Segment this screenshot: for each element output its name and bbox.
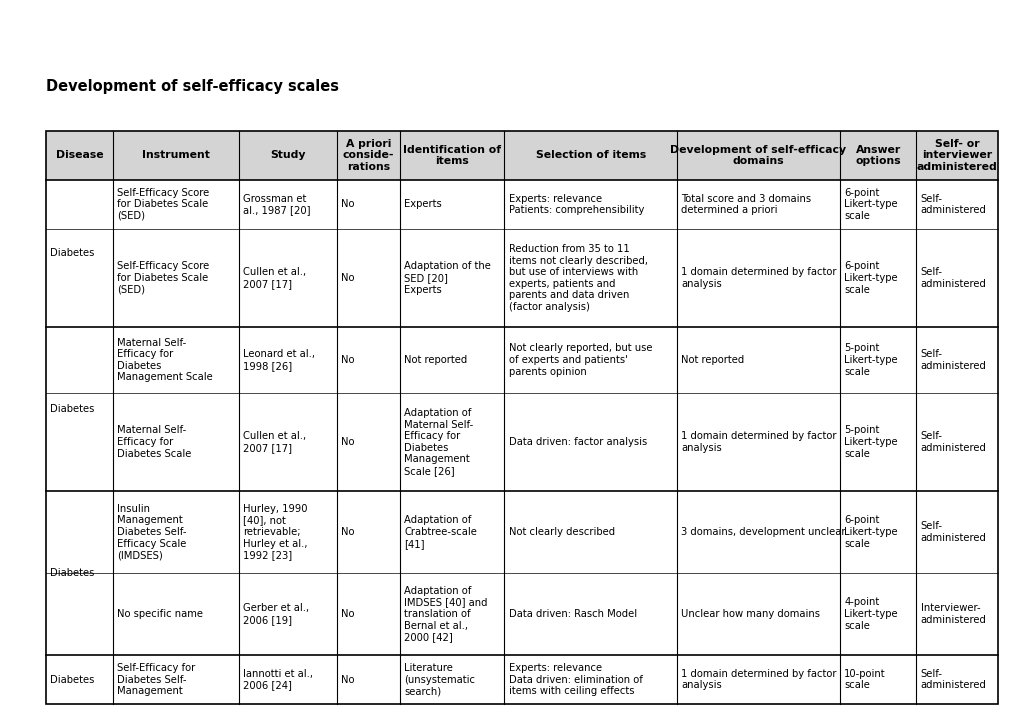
Text: Not reported: Not reported	[404, 355, 467, 365]
Text: Self-
administered: Self- administered	[919, 669, 985, 690]
Text: Identification of
items: Identification of items	[403, 145, 501, 166]
Text: Disease: Disease	[56, 150, 103, 161]
Text: 1 domain determined by factor
analysis: 1 domain determined by factor analysis	[681, 431, 836, 453]
Text: Total score and 3 domains
determined a priori: Total score and 3 domains determined a p…	[681, 194, 810, 215]
Text: No: No	[340, 609, 354, 619]
Text: Development of self-efficacy scales: Development of self-efficacy scales	[46, 78, 338, 94]
Bar	[46, 573, 997, 655]
Text: Experts: Experts	[404, 199, 441, 210]
Bar	[46, 328, 997, 393]
Text: Cullen et al.,
2007 [17]: Cullen et al., 2007 [17]	[243, 267, 306, 289]
Text: Gerber et al.,
2006 [19]: Gerber et al., 2006 [19]	[243, 603, 309, 625]
Text: Literature
(unsystematic
search): Literature (unsystematic search)	[404, 663, 475, 696]
Text: Study: Study	[270, 150, 306, 161]
Text: Maternal Self-
Efficacy for
Diabetes
Management Scale: Maternal Self- Efficacy for Diabetes Man…	[117, 338, 213, 382]
Text: Answer
options: Answer options	[855, 145, 900, 166]
Text: Adaptation of the
SED [20]
Experts: Adaptation of the SED [20] Experts	[404, 261, 490, 294]
Text: Data driven: factor analysis: Data driven: factor analysis	[508, 437, 646, 447]
Text: Selection of items: Selection of items	[535, 150, 645, 161]
Text: Insulin
Management
Diabetes Self-
Efficacy Scale
(IMDSES): Insulin Management Diabetes Self- Effica…	[117, 504, 186, 560]
Text: 6-point
Likert-type
scale: 6-point Likert-type scale	[844, 188, 897, 221]
Text: Iannotti et al.,
2006 [24]: Iannotti et al., 2006 [24]	[243, 669, 313, 690]
Text: Hurley, 1990
[40], not
retrievable;
Hurley et al.,
1992 [23]: Hurley, 1990 [40], not retrievable; Hurl…	[243, 504, 307, 560]
Text: Not clearly described: Not clearly described	[508, 527, 614, 537]
Text: 10-point
scale: 10-point scale	[844, 669, 884, 690]
Text: Maternal Self-
Efficacy for
Diabetes Scale: Maternal Self- Efficacy for Diabetes Sca…	[117, 426, 192, 459]
Text: Grossman et
al., 1987 [20]: Grossman et al., 1987 [20]	[243, 194, 310, 215]
Bar	[46, 393, 997, 491]
Bar	[46, 491, 997, 573]
Text: Self-
administered: Self- administered	[919, 521, 985, 543]
Text: No: No	[340, 675, 354, 685]
Text: No: No	[340, 355, 354, 365]
Text: Self-
administered: Self- administered	[919, 431, 985, 453]
Text: Not reported: Not reported	[681, 355, 744, 365]
Text: No: No	[340, 437, 354, 447]
Text: No: No	[340, 527, 354, 537]
Text: 6-point
Likert-type
scale: 6-point Likert-type scale	[844, 261, 897, 294]
Text: 3 domains, development unclear: 3 domains, development unclear	[681, 527, 845, 537]
Text: Self-Efficacy Score
for Diabetes Scale
(SED): Self-Efficacy Score for Diabetes Scale (…	[117, 188, 209, 221]
Text: Self-Efficacy for
Diabetes Self-
Management: Self-Efficacy for Diabetes Self- Managem…	[117, 663, 196, 696]
Bar	[46, 655, 997, 704]
Text: Experts: relevance
Data driven: elimination of
items with ceiling effects: Experts: relevance Data driven: eliminat…	[508, 663, 642, 696]
Text: A priori
conside-
rations: A priori conside- rations	[342, 139, 393, 172]
Text: No: No	[340, 199, 354, 210]
Text: Unclear how many domains: Unclear how many domains	[681, 609, 819, 619]
Text: 1 domain determined by factor
analysis: 1 domain determined by factor analysis	[681, 267, 836, 289]
Text: Leonard et al.,
1998 [26]: Leonard et al., 1998 [26]	[243, 349, 315, 371]
Text: Interviewer-
administered: Interviewer- administered	[919, 603, 985, 625]
Text: 1 domain determined by factor
analysis: 1 domain determined by factor analysis	[681, 669, 836, 690]
Text: 4-point
Likert-type
scale: 4-point Likert-type scale	[844, 598, 897, 631]
Text: Not clearly reported, but use
of experts and patients'
parents opinion: Not clearly reported, but use of experts…	[508, 343, 651, 377]
Text: No specific name: No specific name	[117, 609, 203, 619]
Text: Adaptation of
Maternal Self-
Efficacy for
Diabetes
Management
Scale [26]: Adaptation of Maternal Self- Efficacy fo…	[404, 408, 473, 476]
Text: Adaptation of
IMDSES [40] and
translation of
Bernal et al.,
2000 [42]: Adaptation of IMDSES [40] and translatio…	[404, 586, 487, 642]
Text: Self-Efficacy Score
for Diabetes Scale
(SED): Self-Efficacy Score for Diabetes Scale (…	[117, 261, 209, 294]
Bar	[46, 131, 997, 180]
Text: Self-
administered: Self- administered	[919, 194, 985, 215]
Text: Self-
administered: Self- administered	[919, 349, 985, 371]
Text: Diabetes: Diabetes	[50, 404, 95, 414]
Text: Instrument: Instrument	[142, 150, 210, 161]
Text: Reduction from 35 to 11
items not clearly described,
but use of interviews with
: Reduction from 35 to 11 items not clearl…	[508, 244, 647, 312]
Text: Diabetes: Diabetes	[50, 568, 95, 578]
Text: Experts: relevance
Patients: comprehensibility: Experts: relevance Patients: comprehensi…	[508, 194, 643, 215]
Bar	[46, 131, 997, 704]
Text: Diabetes: Diabetes	[50, 675, 95, 685]
Text: Data driven: Rasch Model: Data driven: Rasch Model	[508, 609, 636, 619]
Text: Development of self-efficacy
domains: Development of self-efficacy domains	[669, 145, 846, 166]
Text: Diabetes: Diabetes	[50, 248, 95, 258]
Text: Adaptation of
Crabtree-scale
[41]: Adaptation of Crabtree-scale [41]	[404, 516, 477, 549]
Text: 6-point
Likert-type
scale: 6-point Likert-type scale	[844, 516, 897, 549]
Text: 5-point
Likert-type
scale: 5-point Likert-type scale	[844, 343, 897, 377]
Text: Cullen et al.,
2007 [17]: Cullen et al., 2007 [17]	[243, 431, 306, 453]
Text: Self- or
interviewer
administered: Self- or interviewer administered	[916, 139, 997, 172]
Text: No: No	[340, 273, 354, 283]
Text: 5-point
Likert-type
scale: 5-point Likert-type scale	[844, 426, 897, 459]
Text: Self-
administered: Self- administered	[919, 267, 985, 289]
Bar	[46, 229, 997, 328]
Bar	[46, 180, 997, 229]
